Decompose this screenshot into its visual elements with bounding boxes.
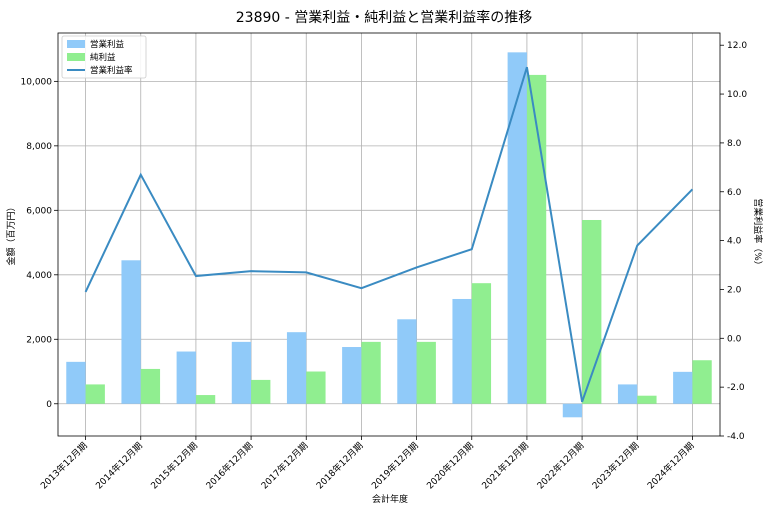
bar-operating-profit [562, 403, 583, 418]
x-tick-label: 2018年12月期 [314, 440, 366, 492]
x-tick-label: 2022年12月期 [534, 440, 586, 492]
y-right-tick-label: 0.0 [727, 334, 742, 344]
bar-operating-profit [286, 332, 307, 404]
y-left-tick-label: 10,000 [21, 77, 53, 87]
margin-line [84, 66, 694, 403]
bar-net-profit [306, 371, 326, 404]
bar-operating-profit [507, 52, 527, 404]
legend-label: 営業利益率 [90, 65, 133, 76]
chart-title: 23890 - 営業利益・純利益と営業利益率の推移 [236, 9, 533, 26]
y-left-tick-label: 8,000 [26, 142, 52, 152]
bar-net-profit [416, 341, 436, 404]
y-right-tick-label: 12.0 [727, 41, 747, 51]
y-left-tick-label: 4,000 [26, 271, 52, 281]
x-axis-label: 会計年度 [372, 493, 408, 505]
bar-operating-profit [231, 341, 252, 404]
y-left-tick-label: 6,000 [26, 206, 52, 216]
x-tick-label: 2015年12月期 [148, 440, 200, 492]
legend-swatch [67, 53, 85, 61]
y-left-tick-label: 0 [46, 400, 52, 410]
x-tick-label: 2016年12月期 [203, 440, 255, 492]
bar-net-profit [471, 283, 492, 404]
line-operating-margin [84, 66, 694, 403]
bar-net-profit [637, 395, 657, 404]
x-tick-label: 2017年12月期 [258, 440, 310, 492]
y-right-tick-label: 6.0 [727, 188, 742, 198]
legend-swatch [67, 40, 85, 48]
y-axis-left-label: 金額（百万円） [5, 202, 17, 265]
bar-operating-profit [121, 260, 141, 404]
bar-operating-profit [617, 384, 638, 404]
x-tick-label: 2013年12月期 [38, 440, 90, 492]
y-left-tick-label: 2,000 [26, 335, 52, 345]
bar-net-profit [692, 360, 712, 404]
bar-net-profit [140, 368, 161, 404]
y-right-tick-label: 8.0 [727, 139, 742, 149]
bars [66, 52, 712, 418]
x-tick-label: 2019年12月期 [369, 440, 421, 492]
x-tick-label: 2023年12月期 [589, 440, 641, 492]
bar-net-profit [251, 379, 271, 404]
plot-frame [57, 32, 721, 437]
y-axis-right: -4.0 -2.0 0.0 2.0 4.0 6.0 8.0 10.0 12.0 [720, 41, 747, 442]
y-right-tick-label: 2.0 [727, 285, 742, 295]
y-right-tick-label: 10.0 [727, 90, 747, 100]
legend-label: 純利益 [90, 52, 116, 63]
bar-net-profit [195, 395, 216, 404]
y-axis-left: 0 2,000 4,000 6,000 8,000 10,000 [21, 77, 58, 410]
bar-operating-profit [66, 361, 86, 404]
bar-operating-profit [176, 351, 196, 404]
x-tick-label: 2024年12月期 [645, 440, 697, 492]
y-right-tick-label: -4.0 [727, 432, 745, 442]
bar-net-profit [361, 341, 381, 404]
x-tick-label: 2014年12月期 [93, 440, 145, 492]
y-axis-right-label: 営業利益率（%） [752, 198, 764, 270]
bar-operating-profit [452, 298, 472, 404]
x-tick-label: 2020年12月期 [424, 440, 476, 492]
legend-label: 営業利益 [90, 39, 125, 50]
bar-operating-profit [397, 319, 417, 404]
y-right-tick-label: -2.0 [727, 383, 745, 393]
bar-operating-profit [342, 347, 362, 404]
bar-operating-profit [673, 371, 693, 404]
x-tick-label: 2021年12月期 [479, 440, 531, 492]
y-right-tick-label: 4.0 [727, 237, 742, 247]
x-axis: 2013年12月期 2014年12月期 2015年12月期 2016年12月期 2017… [38, 436, 697, 492]
bar-net-profit [85, 384, 105, 404]
